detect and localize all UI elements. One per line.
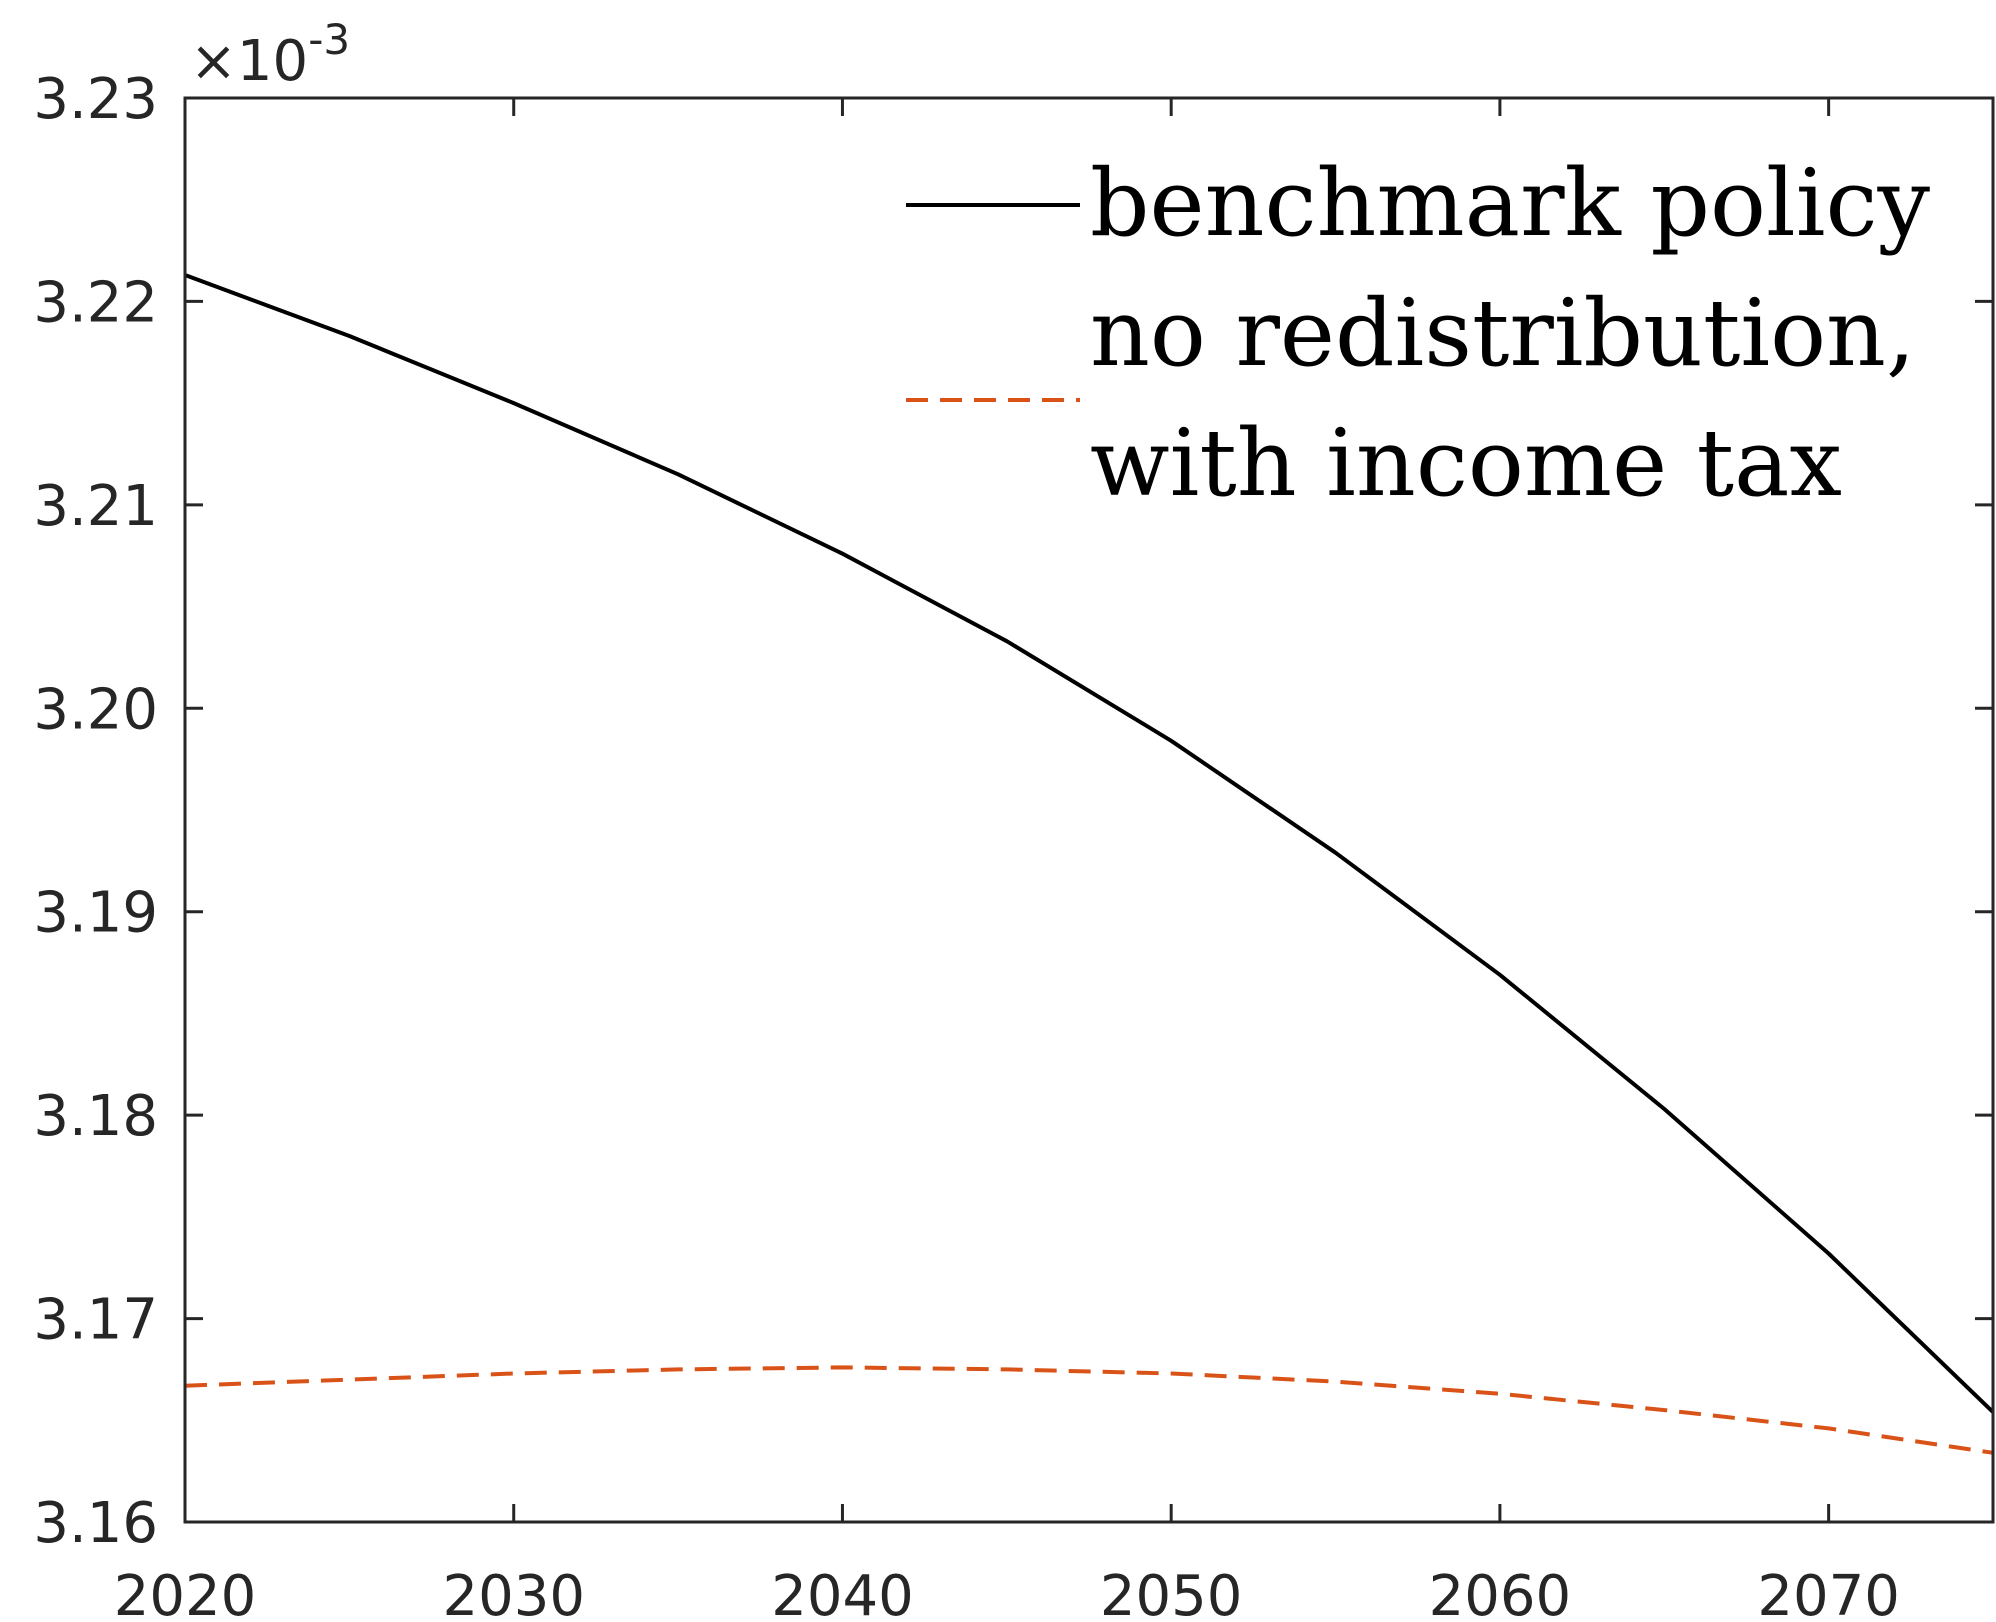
y-exponent-label: ×10-3: [190, 15, 350, 94]
series-line-1: [184, 273, 1995, 1414]
x-tick-label: 2070: [1757, 1564, 1900, 1622]
ticks-group: [183, 96, 1993, 1524]
y-exponent-power: -3: [308, 15, 350, 64]
x-tick-label: 2040: [771, 1564, 914, 1622]
y-tick-labels: 3.16 3.17 3.18 3.19 3.20 3.21 3.22 3.23: [33, 67, 158, 1556]
axes-box: [183, 96, 1995, 1524]
y-tick-label: 3.18: [33, 1084, 158, 1149]
y-tick-label: 3.19: [33, 881, 158, 946]
y-tick-label: 3.20: [33, 677, 158, 742]
series-line-2: [184, 1365, 1994, 1455]
y-exponent: ×10-3: [190, 15, 350, 94]
y-exponent-base: ×10: [190, 29, 308, 94]
x-tick-label: 2030: [442, 1564, 585, 1622]
legend: benchmark policy no redistribution, with i…: [906, 149, 1931, 517]
y-tick-label: 3.16: [33, 1491, 158, 1556]
x-tick-label: 2050: [1100, 1564, 1243, 1622]
x-tick-label: 2020: [114, 1564, 257, 1622]
series-group: [184, 273, 1995, 1455]
x-tick-labels: 2020 2030 2040 2050 2060 2070: [114, 1564, 1900, 1622]
legend-label-2: with income tax: [1090, 409, 1842, 517]
y-tick-label: 3.21: [33, 474, 158, 539]
y-tick-label: 3.22: [33, 270, 158, 335]
y-tick-label: 3.17: [33, 1288, 158, 1353]
y-tick-label: 3.23: [33, 67, 158, 132]
legend-label-2: no redistribution,: [1090, 279, 1916, 387]
legend-label-1: benchmark policy: [1090, 149, 1931, 257]
x-tick-label: 2060: [1429, 1564, 1572, 1622]
